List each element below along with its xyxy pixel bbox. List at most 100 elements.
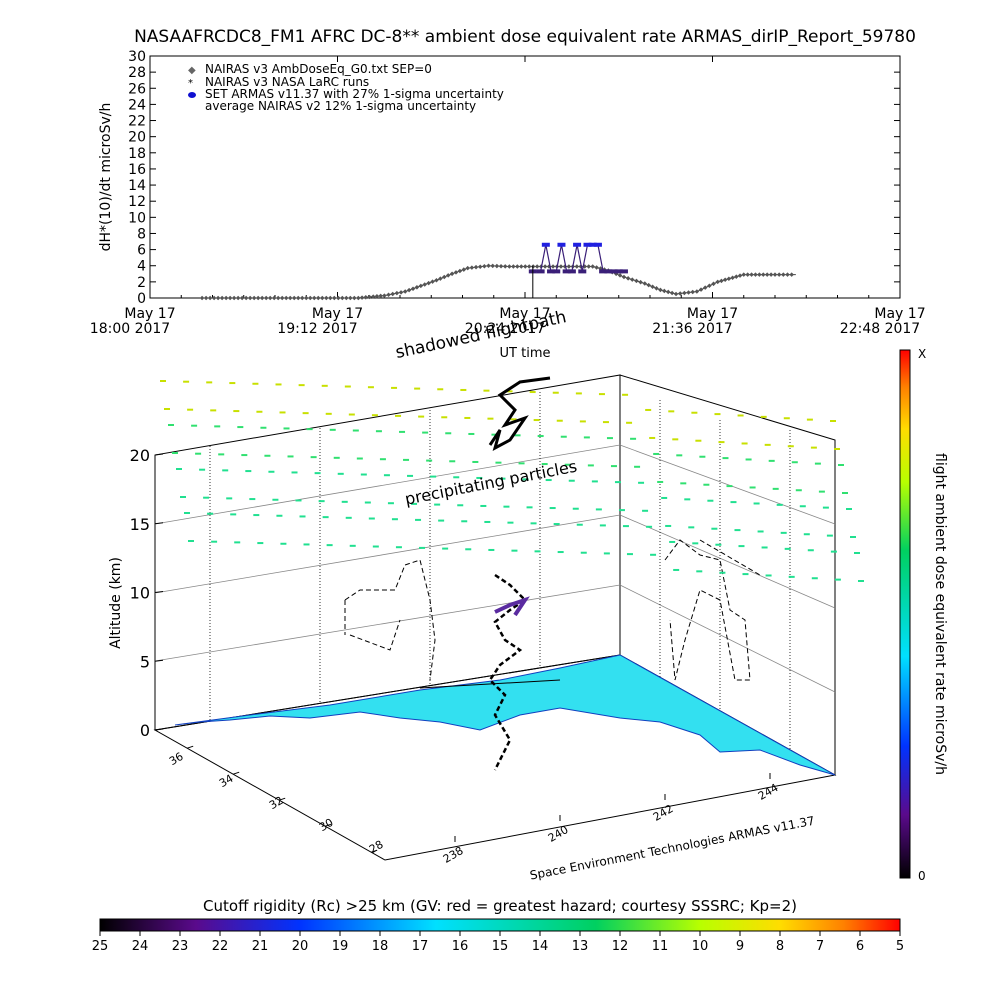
particle-dot	[858, 580, 864, 582]
series-point-nairas	[332, 295, 337, 301]
series-point-nairas	[507, 264, 512, 269]
series-point-nairas	[726, 276, 732, 282]
series-point-armas	[599, 269, 608, 274]
series-point-nairas	[757, 272, 762, 277]
series-point-nairas	[359, 295, 365, 300]
particle-dot	[367, 386, 374, 389]
top-x-tick-line1: May 17	[687, 306, 738, 322]
particle-dot	[488, 548, 495, 551]
particle-dot	[399, 430, 406, 433]
top-x-tick-line1: May 17	[124, 306, 175, 322]
rigidity-tick-label: 17	[412, 939, 429, 954]
particle-dot	[645, 408, 652, 411]
rigidity-tick-label: 12	[612, 939, 629, 954]
series-point-nairas	[519, 264, 524, 269]
particle-dot	[560, 435, 567, 438]
latitude-tick-label: 28	[367, 838, 386, 856]
particle-dot	[184, 512, 190, 514]
series-point-nairas	[259, 295, 265, 301]
latitude-tick-mark	[233, 771, 240, 775]
particle-dot	[854, 552, 860, 554]
series-point-nairas	[295, 295, 301, 301]
particle-dot	[657, 480, 664, 483]
colorbar-label: flight ambient dose equivalent rate micr…	[932, 453, 948, 775]
series-point-nairas	[789, 272, 794, 277]
series-point-nairas	[665, 289, 671, 295]
rigidity-tick-label: 5	[896, 939, 904, 954]
series-point-nairas	[698, 287, 704, 292]
particle-dot	[811, 577, 818, 580]
particle-dot	[180, 496, 186, 498]
particle-dot	[764, 443, 771, 446]
particle-dot	[741, 442, 748, 445]
particle-dot	[264, 454, 271, 457]
series-point-nairas	[211, 295, 217, 301]
particle-dot	[164, 408, 170, 410]
particle-dot	[187, 408, 194, 411]
particle-dot	[295, 499, 302, 502]
particle-dot	[668, 410, 675, 413]
series-point-nairas	[426, 280, 431, 286]
particle-dot	[552, 391, 559, 394]
series-point-armas	[583, 242, 592, 247]
particle-dot	[487, 417, 494, 420]
particle-dot	[207, 512, 214, 515]
particle-dot	[356, 457, 363, 460]
particle-dot	[337, 472, 344, 475]
series-point-nairas	[707, 283, 712, 289]
rigidity-tick-label: 19	[332, 939, 349, 954]
rigidity-tick-label: 18	[372, 939, 389, 954]
particle-dot	[850, 536, 856, 538]
series-point-armas	[614, 269, 623, 274]
series-point-nairas	[418, 283, 424, 289]
rigidity-tick-label: 15	[492, 939, 509, 954]
series-point-nairas	[768, 272, 774, 277]
particle-dot	[606, 437, 613, 440]
series-point-armas	[588, 242, 597, 247]
particle-dot	[326, 544, 333, 547]
particle-dot	[234, 541, 241, 544]
particle-dot	[541, 463, 548, 466]
altitude-tick-mark	[154, 728, 164, 731]
flight-path-upper	[488, 376, 551, 451]
particle-dot	[583, 436, 590, 439]
particle-dot	[422, 431, 429, 434]
colorbar-bottom-tick: 0	[918, 869, 926, 883]
particle-dot	[734, 529, 741, 532]
particle-dot	[183, 380, 190, 383]
top-y-tick-label: 6	[137, 243, 146, 259]
particle-dot	[345, 516, 352, 519]
rigidity-tick-label: 13	[572, 939, 589, 954]
particle-dot	[321, 384, 328, 387]
particle-dot	[711, 527, 718, 530]
particle-dot	[349, 544, 356, 547]
series-point-nairas	[457, 268, 463, 274]
wall-gridlines	[154, 444, 836, 693]
particle-dot	[280, 542, 287, 545]
particle-dot	[553, 523, 560, 526]
particle-dot	[499, 477, 506, 480]
top-y-tick-label: 10	[128, 210, 146, 226]
latitude-ticks: 36 34 32 30 28	[167, 745, 386, 856]
particle-dot	[344, 385, 351, 388]
series-point-armas	[578, 269, 587, 274]
series-point-nairas	[386, 292, 391, 298]
top-series	[199, 242, 796, 301]
particle-dot	[426, 459, 433, 462]
top-y-tick-label: 18	[128, 146, 146, 162]
particle-dot	[603, 552, 610, 555]
particle-dot	[529, 391, 536, 394]
rigidity-tick-label: 8	[776, 939, 784, 954]
series-point-nairas	[526, 264, 532, 269]
particle-dot	[437, 388, 444, 391]
series-point-nairas	[434, 277, 439, 283]
series-point-nairas	[316, 295, 321, 301]
rigidity-tick-label: 9	[736, 939, 744, 954]
particle-dot	[511, 549, 518, 552]
particle-dot	[395, 414, 402, 417]
series-point-nairas	[363, 295, 369, 300]
series-point-nairas	[267, 295, 273, 301]
particle-dot	[391, 518, 398, 521]
series-point-nairas	[482, 263, 487, 269]
particle-dot	[842, 492, 848, 494]
